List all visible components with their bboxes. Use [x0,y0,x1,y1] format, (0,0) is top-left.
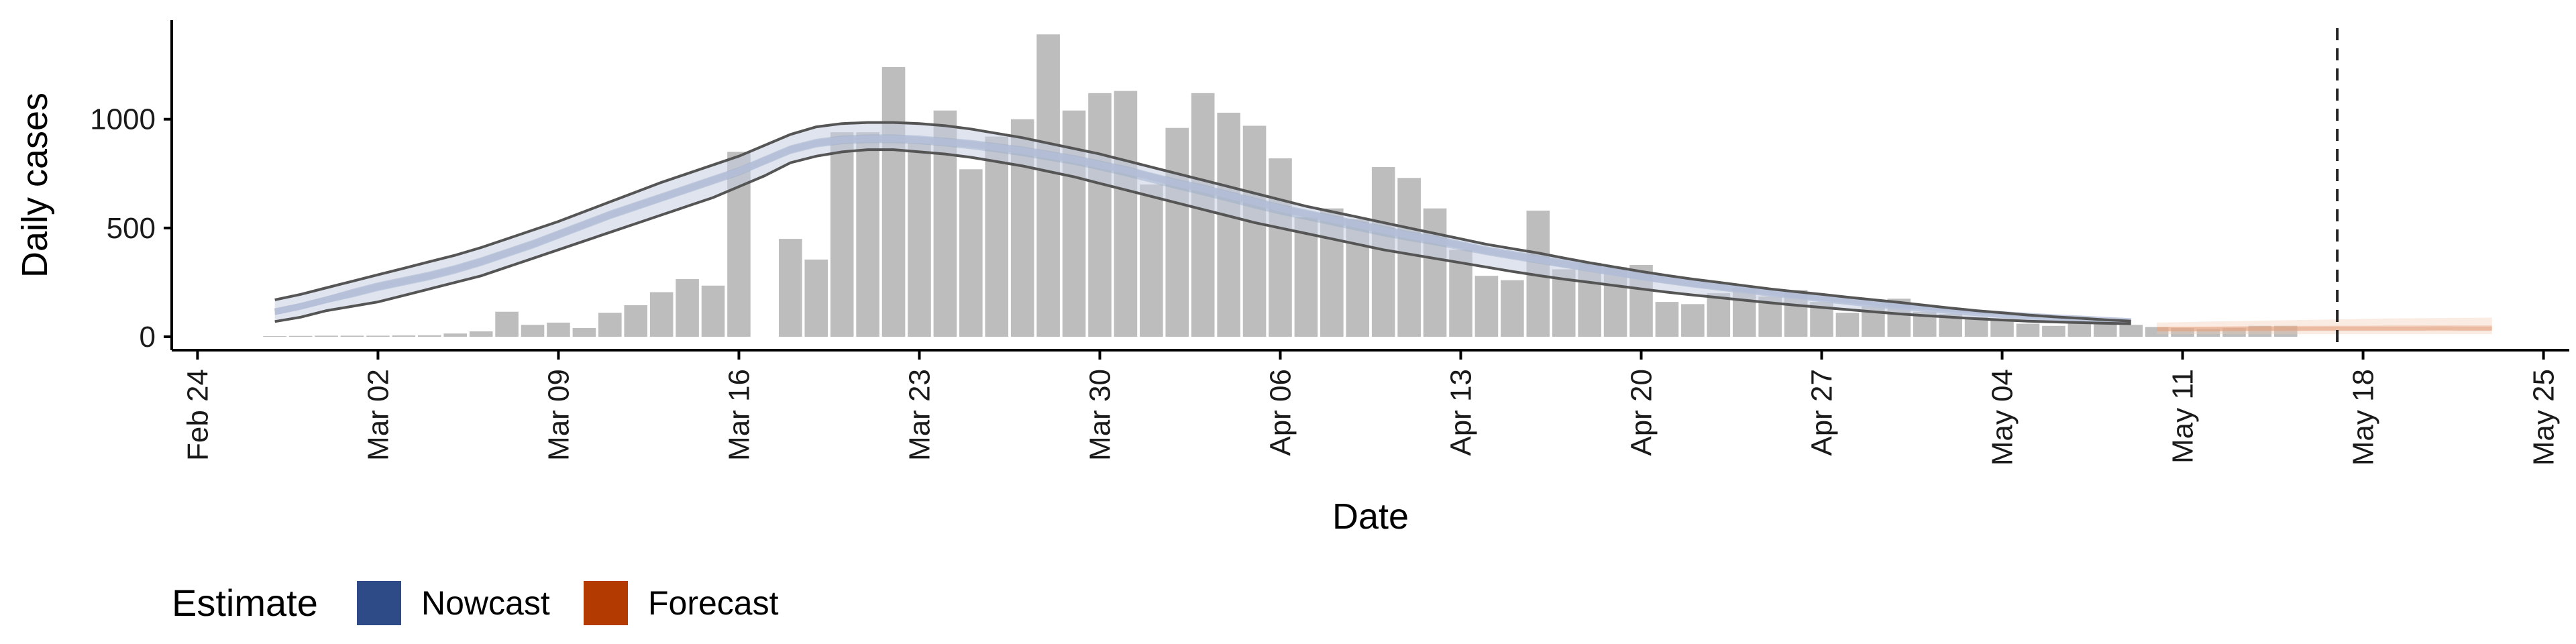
bar [2119,325,2143,337]
bar [1217,112,1240,337]
legend-label-forecast: Forecast [648,584,779,622]
x-tick-label: Feb 24 [181,369,214,461]
bar [1655,302,1679,337]
bar [572,328,596,337]
x-ticks: Feb 24 Mar 02 Mar 09 Mar 16 Mar 23 Mar 30 Apr … [181,350,2561,466]
bar [1036,34,1060,337]
nowcast-lower-line [274,148,2131,325]
bar [676,279,699,337]
bar [779,239,802,337]
bar [1835,313,1860,337]
bar [288,335,313,337]
legend-swatch-nowcast [357,581,401,625]
bar [315,335,338,337]
x-tick-label: Mar 09 [543,369,576,461]
x-tick-label: Mar 30 [1084,369,1117,461]
bar [1423,208,1447,337]
bar [959,169,983,337]
bar [1242,125,1267,337]
bar [598,313,622,337]
bar [443,333,468,337]
bar [1681,304,1705,337]
x-tick-label: Apr 27 [1806,369,1839,456]
bar [908,143,931,337]
nowcast-median-line [274,135,2131,325]
bar [366,335,390,337]
bar [521,325,545,337]
x-axis-title: Date [1332,496,1409,537]
bar [1269,158,1292,337]
bar [547,322,570,337]
x-tick-label: May 25 [2528,369,2561,466]
forecast-median-line [2157,326,2492,331]
bar [495,311,519,337]
bar [1707,293,1731,337]
x-tick-label: Apr 06 [1265,369,1297,456]
bar [2068,321,2092,337]
bar [1088,93,1112,337]
bar [1165,127,1189,337]
bar [392,335,416,337]
bar [1964,317,1988,337]
bar [1990,319,2014,337]
bar [2016,323,2040,337]
bar [2196,329,2220,337]
x-tick-label: May 11 [2167,369,2200,464]
x-tick-label: Mar 02 [362,369,394,461]
bar [418,335,441,337]
bar [1474,276,1499,337]
bar [469,331,493,337]
axes-layer [170,20,2569,352]
y-tick-label: 1000 [90,103,156,136]
nowcast-layer [274,121,2131,325]
bar [1140,184,1163,337]
legend-swatch-forecast [584,581,628,625]
y-tick-label: 500 [107,212,156,245]
bar [701,285,725,337]
bar [263,336,287,337]
y-ticks: 0 500 1000 [90,103,172,354]
x-tick-label: May 18 [2347,369,2380,466]
forecast-layer [2157,317,2492,335]
bar [881,66,906,337]
bars-layer [263,34,2298,337]
bar [1397,178,1421,337]
legend-title: Estimate [172,582,318,624]
bar [830,132,854,337]
bar [1501,280,1524,337]
bar [856,132,879,337]
bar [1062,110,1086,337]
bar [340,335,364,337]
bar [649,292,674,337]
bar [1191,93,1215,337]
bar [1114,91,1138,337]
y-axis-title: Daily cases [15,93,55,278]
legend-label-nowcast: Nowcast [421,584,550,622]
x-tick-label: Mar 23 [904,369,936,461]
x-tick-label: May 04 [1986,369,2019,466]
nowcast-upper-line [274,121,2131,323]
bar [1294,217,1318,337]
bar [804,259,828,337]
x-tick-label: Mar 16 [723,369,756,461]
bar [2042,325,2065,337]
x-tick-label: Apr 13 [1445,369,1478,456]
y-tick-label: 0 [140,321,156,354]
bar [624,305,648,337]
x-tick-label: Apr 20 [1625,369,1658,456]
bar [985,136,1009,337]
legend: Estimate Nowcast Forecast [172,581,779,625]
